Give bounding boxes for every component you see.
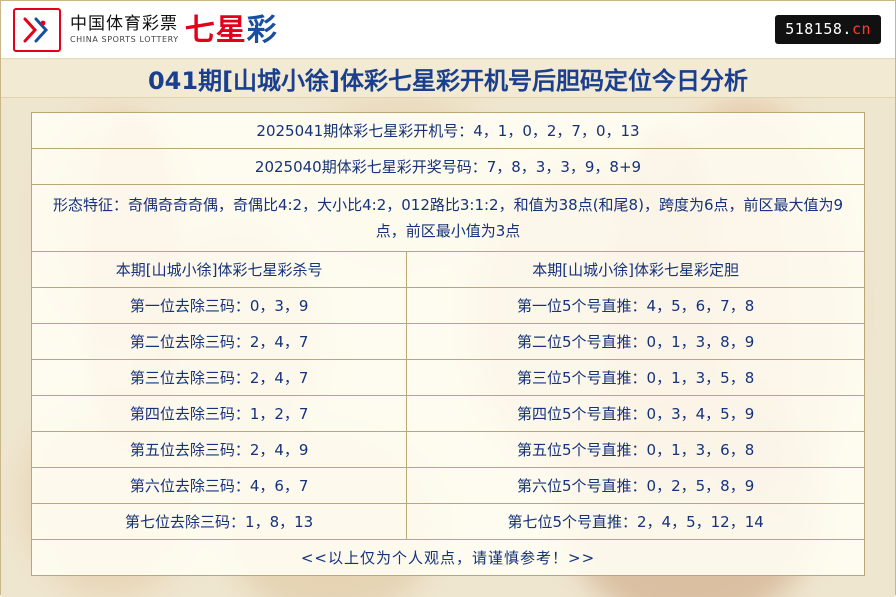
brand-title-main: 七星: [184, 12, 247, 48]
column-header-pick: 本期[山城小徐]体彩七星彩定胆: [406, 251, 865, 288]
table-row: 第二位去除三码：2，4，7 第二位5个号直推：0，1，3，8，9: [30, 323, 865, 360]
feature-text: 形态特征：奇偶奇奇奇偶，奇偶比4:2，大小比4:2，012路比3:1:2，和值为…: [31, 184, 865, 252]
site-domain-badge[interactable]: 518158.cn: [775, 15, 881, 44]
logo-chinese-name: 中国体育彩票: [70, 13, 178, 34]
table-row-column-headers: 本期[山城小徐]体彩七星彩杀号 本期[山城小徐]体彩七星彩定胆: [30, 251, 865, 288]
brand-title-accent: 彩: [246, 12, 278, 48]
site-header: 中国体育彩票 CHINA SPORTS LOTTERY 七星彩 518158.c…: [1, 1, 895, 59]
kill-cell-5: 第五位去除三码：2，4，9: [30, 431, 408, 468]
analysis-table: 2025041期体彩七星彩开机号：4，1，0，2，7，0，13 2025040期…: [30, 112, 865, 576]
prize-number-text: 2025040期体彩七星彩开奖号码：7，8，3，3，9，8+9: [31, 148, 865, 185]
table-row: 第六位去除三码：4，6，7 第六位5个号直推：0，2，5，8，9: [30, 467, 865, 504]
logo-text-block: 中国体育彩票 CHINA SPORTS LOTTERY: [70, 13, 179, 45]
brand-title: 七星彩: [184, 12, 278, 48]
pick-cell-6: 第六位5个号直推：0，2，5，8，9: [406, 467, 865, 504]
kill-cell-2: 第二位去除三码：2，4，7: [30, 323, 408, 360]
content-area: 2025041期体彩七星彩开机号：4，1，0，2，7，0，13 2025040期…: [1, 98, 895, 597]
pick-cell-5: 第五位5个号直推：0，1，3，6，8: [406, 431, 865, 468]
table-row: 第五位去除三码：2，4，9 第五位5个号直推：0，1，3，6，8: [30, 431, 865, 468]
kill-cell-3: 第三位去除三码：2，4，7: [30, 359, 408, 396]
site-domain-name: 518158.: [785, 20, 852, 38]
open-number-text: 2025041期体彩七星彩开机号：4，1，0，2，7，0，13: [31, 112, 865, 149]
logo-english-name: CHINA SPORTS LOTTERY: [70, 34, 179, 44]
table-row: 第三位去除三码：2，4，7 第三位5个号直推：0，1，3，5，8: [30, 359, 865, 396]
table-row: 第七位去除三码：1，8，13 第七位5个号直推：2，4，5，12，14: [30, 503, 865, 540]
column-header-kill: 本期[山城小徐]体彩七星彩杀号: [30, 251, 408, 288]
pick-cell-1: 第一位5个号直推：4，5，6，7，8: [406, 287, 865, 324]
table-row-footer-note: <<以上仅为个人观点，请谨慎参考！>>: [31, 539, 865, 576]
pick-cell-3: 第三位5个号直推：0，1，3，5，8: [406, 359, 865, 396]
analysis-table-wrapper: 2025041期体彩七星彩开机号：4，1，0，2，7，0，13 2025040期…: [30, 112, 865, 576]
kill-cell-4: 第四位去除三码：1，2，7: [30, 395, 408, 432]
disclaimer-text: <<以上仅为个人观点，请谨慎参考！>>: [31, 539, 865, 576]
kill-cell-1: 第一位去除三码：0，3，9: [30, 287, 408, 324]
pick-cell-2: 第二位5个号直推：0，1，3，8，9: [406, 323, 865, 360]
kill-cell-6: 第六位去除三码：4，6，7: [30, 467, 408, 504]
table-row: 第一位去除三码：0，3，9 第一位5个号直推：4，5，6，7，8: [30, 287, 865, 324]
article-title-bar: 041期[山城小徐]体彩七星彩开机号后胆码定位今日分析: [1, 59, 895, 98]
table-row-open-number: 2025041期体彩七星彩开机号：4，1，0，2，7，0，13: [31, 112, 865, 149]
kill-cell-7: 第七位去除三码：1，8，13: [30, 503, 408, 540]
pick-cell-7: 第七位5个号直推：2，4，5，12，14: [406, 503, 865, 540]
pick-cell-4: 第四位5个号直推：0，3，4，5，9: [406, 395, 865, 432]
sports-lottery-logo-icon: [13, 7, 61, 52]
page-title: 041期[山城小徐]体彩七星彩开机号后胆码定位今日分析: [147, 66, 749, 95]
site-domain-tld: cn: [851, 20, 871, 38]
table-row-prize-number: 2025040期体彩七星彩开奖号码：7，8，3，3，9，8+9: [31, 148, 865, 185]
table-row-feature: 形态特征：奇偶奇奇奇偶，奇偶比4:2，大小比4:2，012路比3:1:2，和值为…: [31, 184, 865, 252]
table-row: 第四位去除三码：1，2，7 第四位5个号直推：0，3，4，5，9: [30, 395, 865, 432]
